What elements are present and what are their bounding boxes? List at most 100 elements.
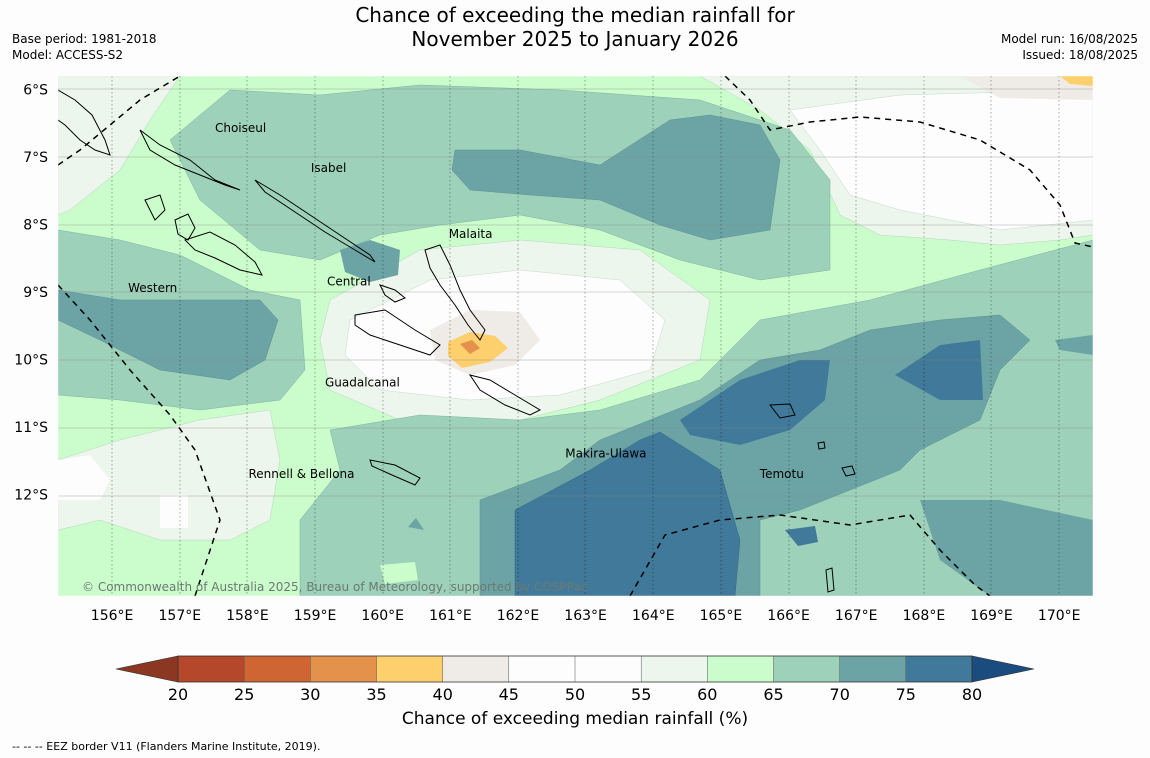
colorbar-tick: 55 bbox=[631, 685, 651, 704]
island-vella-lavella bbox=[144, 194, 166, 221]
colorbar-segment bbox=[575, 656, 642, 682]
title-line-2: November 2025 to January 2026 bbox=[411, 27, 739, 51]
island-new-georgia bbox=[184, 231, 263, 276]
zone-45-55-south bbox=[160, 495, 188, 528]
colorbar-tick: 40 bbox=[433, 685, 453, 704]
lon-label: 162°E bbox=[497, 608, 540, 624]
island-guadalcanal bbox=[354, 309, 441, 356]
colorbar-tick: 70 bbox=[830, 685, 850, 704]
zone-60-65-patch bbox=[380, 562, 418, 584]
region-label: Choiseul bbox=[215, 121, 266, 135]
region-label: Isabel bbox=[311, 161, 346, 175]
region-label: Guadalcanal bbox=[325, 376, 400, 390]
colorbar-tick-labels: 20 25 30 35 40 45 50 55 60 65 70 75 80 bbox=[168, 685, 982, 704]
lat-label: 12°S bbox=[14, 488, 48, 504]
colorbar-segment bbox=[442, 656, 510, 682]
island-bougainville bbox=[58, 89, 111, 156]
region-label: Makira-Ulawa bbox=[565, 447, 646, 461]
colorbar-tick: 50 bbox=[565, 685, 585, 704]
island-kolombangara bbox=[174, 213, 196, 241]
lon-label: 163°E bbox=[564, 608, 607, 624]
colorbar-segment bbox=[244, 656, 311, 682]
colorbar-segment bbox=[905, 656, 973, 682]
longitude-labels: 156°E 157°E 158°E 159°E 160°E 161°E 162°E 163°E… bbox=[91, 608, 1081, 624]
island-rennell bbox=[369, 459, 421, 486]
zone-45-55-sw bbox=[58, 455, 110, 500]
island-choiseul bbox=[139, 129, 241, 191]
base-period: Base period: 1981-2018 bbox=[12, 32, 157, 46]
colorbar-segment bbox=[773, 656, 841, 682]
colorbar-tick: 65 bbox=[763, 685, 783, 704]
model-name: Model: ACCESS-S2 bbox=[12, 48, 124, 62]
island-malaita bbox=[424, 244, 486, 341]
island-torres bbox=[825, 567, 835, 593]
zone-70-75-se bbox=[920, 500, 1093, 596]
lon-label: 161°E bbox=[429, 608, 472, 624]
meta-right: Model run: 16/08/2025 Issued: 18/08/2025 bbox=[1001, 31, 1138, 63]
colorbar-tick: 80 bbox=[962, 685, 982, 704]
lat-label: 7°S bbox=[23, 150, 48, 166]
colorbar-over-triangle bbox=[971, 655, 1035, 683]
colorbar bbox=[115, 655, 1035, 683]
zone-30-35-center bbox=[460, 340, 480, 354]
colorbar-segment bbox=[376, 656, 444, 682]
region-label: Temotu bbox=[759, 467, 804, 481]
lon-label: 166°E bbox=[767, 608, 810, 624]
island-santa-cruz bbox=[769, 403, 796, 419]
lat-label: 8°S bbox=[23, 218, 48, 234]
lat-label: 10°S bbox=[14, 353, 48, 369]
zone-75-80-far-east bbox=[895, 340, 983, 400]
lon-label: 169°E bbox=[970, 608, 1013, 624]
zone-70-75-east bbox=[1055, 335, 1093, 355]
zone-35-40-center bbox=[448, 332, 508, 368]
zone-75-80-patch bbox=[785, 526, 818, 546]
eez-segment-ne bbox=[724, 76, 1093, 248]
copyright-notice: © Commonwealth of Australia 2025, Bureau… bbox=[82, 580, 588, 594]
colorbar-tick: 25 bbox=[234, 685, 254, 704]
eez-segment-west bbox=[58, 284, 221, 596]
lon-label: 168°E bbox=[903, 608, 946, 624]
region-label: Rennell & Bellona bbox=[248, 467, 354, 481]
lon-label: 164°E bbox=[632, 608, 675, 624]
colorbar-tick: 60 bbox=[697, 685, 717, 704]
colorbar-tick: 20 bbox=[168, 685, 188, 704]
lon-label: 170°E bbox=[1038, 608, 1081, 624]
map-title: Chance of exceeding the median rainfall … bbox=[0, 3, 1150, 51]
colorbar-segment bbox=[310, 656, 377, 682]
zone-75-80-south bbox=[514, 431, 741, 596]
zone-35-40-ne bbox=[1060, 76, 1093, 86]
island-vanikoro bbox=[817, 441, 826, 450]
colorbar-under-triangle bbox=[115, 655, 179, 683]
region-labels: Choiseul Isabel Malaita Western Central Guada… bbox=[128, 121, 804, 481]
colorbar-segment bbox=[839, 656, 907, 682]
island-makira bbox=[468, 374, 542, 416]
title-line-1: Chance of exceeding the median rainfall … bbox=[355, 3, 795, 27]
eez-segment-south bbox=[629, 514, 991, 596]
map-field bbox=[58, 76, 1093, 596]
colorbar-segment bbox=[707, 656, 774, 682]
zone-75-80-east bbox=[680, 360, 830, 445]
latitude-labels: 6°S 7°S 8°S 9°S 10°S 11°S 12°S bbox=[14, 83, 48, 504]
parallels bbox=[58, 88, 1093, 497]
meta-left: Base period: 1981-2018 Model: ACCESS-S2 bbox=[12, 31, 157, 63]
lon-label: 160°E bbox=[361, 608, 404, 624]
model-run: Model run: 16/08/2025 bbox=[1000, 32, 1138, 46]
colorbar-tick: 35 bbox=[366, 685, 386, 704]
meridians bbox=[111, 76, 1060, 596]
zone-40-45-ne bbox=[960, 76, 1093, 100]
region-label: Western bbox=[128, 281, 177, 295]
colorbar-label: Chance of exceeding median rainfall (%) bbox=[401, 709, 749, 729]
lon-label: 165°E bbox=[700, 608, 743, 624]
eez-legend: -- -- -- EEZ border V11 (Flanders Marine… bbox=[12, 740, 321, 753]
lon-label: 159°E bbox=[294, 608, 337, 624]
islands bbox=[58, 89, 856, 593]
zone-70-75-patch bbox=[408, 518, 424, 530]
lon-label: 157°E bbox=[159, 608, 202, 624]
colorbar-tick: 45 bbox=[499, 685, 519, 704]
lon-label: 156°E bbox=[91, 608, 134, 624]
map-frame bbox=[57, 75, 1094, 597]
eez-border bbox=[58, 76, 1093, 596]
colorbar-segment bbox=[641, 656, 708, 682]
region-label: Malaita bbox=[449, 227, 493, 241]
